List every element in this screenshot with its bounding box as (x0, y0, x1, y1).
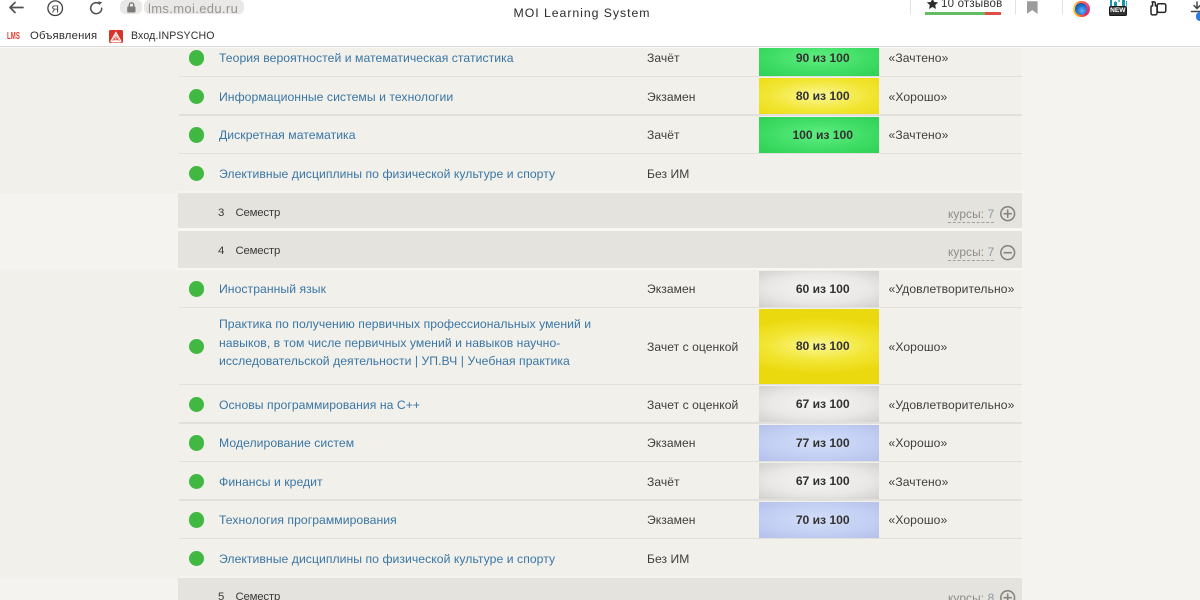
svg-text:Я: Я (51, 3, 59, 15)
